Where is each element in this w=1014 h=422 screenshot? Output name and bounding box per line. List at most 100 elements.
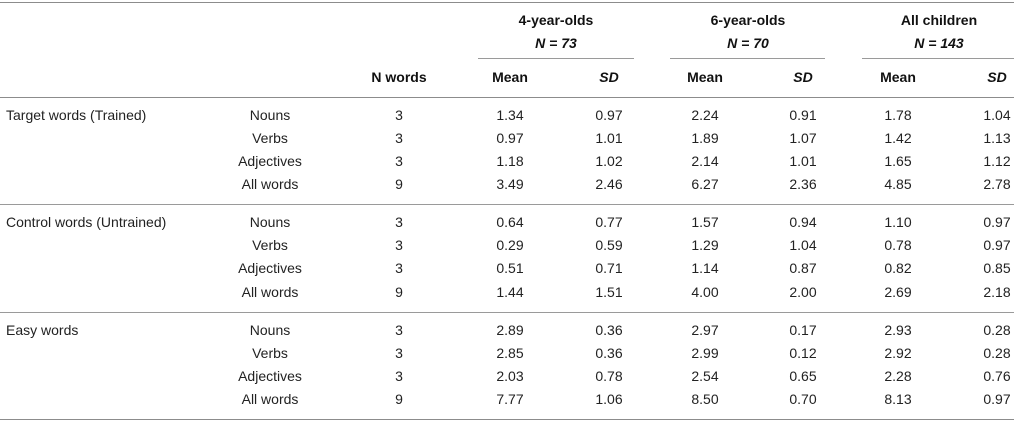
- n-words-cell: 3: [395, 237, 403, 253]
- n-words-cell: 3: [395, 368, 403, 384]
- word-type-cell: Verbs: [252, 345, 288, 361]
- mean-6yo-cell: 6.27: [691, 176, 719, 192]
- sd-4yo-cell: 2.46: [595, 176, 623, 192]
- sd-6yo-cell: 2.36: [789, 176, 817, 192]
- mean-4yo-cell: 1.18: [496, 153, 524, 169]
- mean-6yo-cell: 1.29: [691, 237, 719, 253]
- mean-4yo-cell: 2.85: [496, 345, 524, 361]
- sd-all-cell: 0.28: [983, 322, 1011, 338]
- mean-all-cell: 2.92: [884, 345, 912, 361]
- n-words-cell: 3: [395, 260, 403, 276]
- sd-all-cell: 0.97: [983, 214, 1011, 230]
- mean-all-cell: 8.13: [884, 391, 912, 407]
- n-words-cell: 3: [395, 214, 403, 230]
- sd-all-cell: 2.78: [983, 176, 1011, 192]
- section-rule-1: [0, 204, 1014, 205]
- sd-all-cell: 0.76: [983, 368, 1011, 384]
- mean-6yo-cell: 2.24: [691, 107, 719, 123]
- sd-all-cell: 0.28: [983, 345, 1011, 361]
- mean-6yo-cell: 2.14: [691, 153, 719, 169]
- sd-all-cell: 1.12: [983, 153, 1011, 169]
- sd-all-cell: 2.18: [983, 284, 1011, 300]
- group-rule-6yo: [670, 58, 825, 59]
- col-header-n-words: N words: [371, 69, 427, 85]
- mean-4yo-cell: 0.51: [496, 260, 524, 276]
- col-header-mean-all: Mean: [880, 69, 916, 85]
- n-words-cell: 9: [395, 391, 403, 407]
- mean-all-cell: 0.78: [884, 237, 912, 253]
- sd-4yo-cell: 0.59: [595, 237, 623, 253]
- word-type-cell: Nouns: [249, 214, 291, 230]
- sd-4yo-cell: 1.01: [595, 130, 623, 146]
- mean-all-cell: 1.42: [884, 130, 912, 146]
- sd-6yo-cell: 1.07: [789, 130, 817, 146]
- mean-4yo-cell: 0.29: [496, 237, 524, 253]
- n-words-cell: 3: [395, 107, 403, 123]
- sd-all-cell: 0.97: [983, 391, 1011, 407]
- sd-all-cell: 0.85: [983, 260, 1011, 276]
- n-words-cell: 9: [395, 284, 403, 300]
- table-bottom-rule: [0, 419, 1014, 420]
- mean-6yo-cell: 1.89: [691, 130, 719, 146]
- sd-4yo-cell: 1.51: [595, 284, 623, 300]
- word-type-cell: Adjectives: [238, 260, 302, 276]
- sd-4yo-cell: 0.78: [595, 368, 623, 384]
- group-n-6yo: N = 70: [727, 35, 769, 51]
- group-title-6yo: 6-year-olds: [710, 12, 786, 28]
- mean-6yo-cell: 2.99: [691, 345, 719, 361]
- mean-6yo-cell: 1.57: [691, 214, 719, 230]
- word-type-cell: Adjectives: [238, 368, 302, 384]
- mean-4yo-cell: 2.03: [496, 368, 524, 384]
- mean-6yo-cell: 2.54: [691, 368, 719, 384]
- section-label: Target words (Trained): [6, 107, 147, 123]
- group-n-all: N = 143: [914, 35, 964, 51]
- n-words-cell: 3: [395, 153, 403, 169]
- n-words-cell: 3: [395, 322, 403, 338]
- group-rule-4yo: [478, 58, 634, 59]
- word-type-cell: Adjectives: [238, 153, 302, 169]
- word-type-cell: All words: [241, 391, 299, 407]
- sd-6yo-cell: 0.94: [789, 214, 817, 230]
- mean-4yo-cell: 0.97: [496, 130, 524, 146]
- mean-4yo-cell: 1.44: [496, 284, 524, 300]
- sd-6yo-cell: 0.70: [789, 391, 817, 407]
- sd-6yo-cell: 0.17: [789, 322, 817, 338]
- sd-6yo-cell: 0.65: [789, 368, 817, 384]
- sd-6yo-cell: 0.91: [789, 107, 817, 123]
- group-title-4yo: 4-year-olds: [518, 12, 594, 28]
- mean-6yo-cell: 1.14: [691, 260, 719, 276]
- mean-4yo-cell: 7.77: [496, 391, 524, 407]
- mean-6yo-cell: 4.00: [691, 284, 719, 300]
- mean-4yo-cell: 3.49: [496, 176, 524, 192]
- group-n-4yo: N = 73: [535, 35, 577, 51]
- mean-all-cell: 2.28: [884, 368, 912, 384]
- col-header-sd-all: SD: [987, 69, 1007, 85]
- sd-4yo-cell: 0.71: [595, 260, 623, 276]
- mean-all-cell: 1.65: [884, 153, 912, 169]
- mean-all-cell: 2.69: [884, 284, 912, 300]
- sd-4yo-cell: 0.97: [595, 107, 623, 123]
- n-words-cell: 9: [395, 176, 403, 192]
- word-type-cell: Nouns: [249, 322, 291, 338]
- col-header-mean-6yo: Mean: [687, 69, 723, 85]
- group-title-all: All children: [900, 12, 978, 28]
- mean-all-cell: 2.93: [884, 322, 912, 338]
- n-words-cell: 3: [395, 345, 403, 361]
- table-top-rule: [0, 2, 1014, 3]
- mean-4yo-cell: 2.89: [496, 322, 524, 338]
- section-rule-2: [0, 312, 1014, 313]
- sd-all-cell: 0.97: [983, 237, 1011, 253]
- mean-4yo-cell: 1.34: [496, 107, 524, 123]
- sd-4yo-cell: 0.36: [595, 345, 623, 361]
- sd-6yo-cell: 0.12: [789, 345, 817, 361]
- word-type-cell: Nouns: [249, 107, 291, 123]
- col-header-sd-4yo: SD: [599, 69, 619, 85]
- sd-all-cell: 1.04: [983, 107, 1011, 123]
- header-bottom-rule: [0, 97, 1014, 98]
- sd-4yo-cell: 0.36: [595, 322, 623, 338]
- sd-4yo-cell: 1.06: [595, 391, 623, 407]
- sd-4yo-cell: 1.02: [595, 153, 623, 169]
- word-type-cell: All words: [241, 284, 299, 300]
- sd-all-cell: 1.13: [983, 130, 1011, 146]
